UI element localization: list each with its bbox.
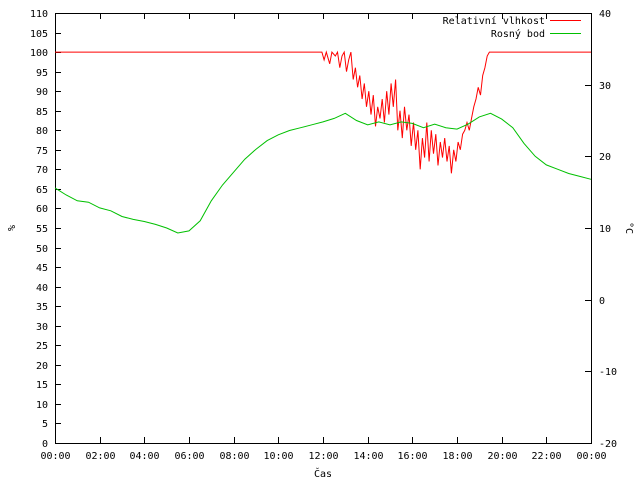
y-left-tick-label: 75 — [36, 146, 48, 157]
x-tick-label: 22:00 — [531, 451, 561, 462]
y-left-tick-label: 30 — [36, 322, 48, 333]
y-left-axis-label: % — [7, 225, 18, 231]
legend-label-relative-humidity: Relativní vlhkost — [443, 15, 545, 27]
x-tick-label: 08:00 — [219, 451, 249, 462]
y-left-tick-label: 40 — [36, 283, 48, 294]
y-right-tick-label: 20 — [599, 152, 611, 163]
y-left-tick-label: 95 — [36, 68, 48, 79]
y-right-tick-label: -10 — [599, 367, 617, 378]
series-line-relative-humidity — [55, 50, 591, 174]
y-right-tick-label: 10 — [599, 224, 611, 235]
y-left-tick-label: 0 — [42, 439, 48, 450]
y-right-tick-label: -20 — [599, 439, 617, 450]
x-tick-label: 20:00 — [487, 451, 517, 462]
y-left-tick-label: 35 — [36, 302, 48, 313]
x-tick-label: 16:00 — [397, 451, 427, 462]
x-tick-label: 00:00 — [576, 451, 606, 462]
y-left-tick-label: 105 — [30, 29, 48, 40]
y-right-tick-label: 40 — [599, 9, 611, 20]
x-tick-label: 00:00 — [40, 451, 70, 462]
y-left-tick-label: 55 — [36, 224, 48, 235]
y-left-tick-labels: 0 5 10 15 20 25 30 35 40 45 50 55 60 65 70 75 80 85 90 95 10… — [30, 9, 48, 450]
x-tick-label: 12:00 — [308, 451, 338, 462]
x-tick-labels: 00:00 02:00 04:00 06:00 08:00 10:00 12:00 14:00… — [40, 451, 606, 462]
y-left-tick-label: 65 — [36, 185, 48, 196]
y-left-tick-label: 25 — [36, 341, 48, 352]
plot-frame — [55, 13, 592, 444]
y-right-tick-label: 0 — [599, 296, 605, 307]
x-tick-label: 10:00 — [263, 451, 293, 462]
legend-label-dew-point: Rosný bod — [491, 28, 545, 40]
y-left-tick-label: 10 — [36, 400, 48, 411]
x-tick-label: 02:00 — [85, 451, 115, 462]
y-left-tick-label: 45 — [36, 263, 48, 274]
y-right-tick-label: 30 — [599, 81, 611, 92]
y-left-tick-label: 50 — [36, 244, 48, 255]
series-line-dew-point — [54, 112, 592, 234]
y-left-tick-label: 70 — [36, 165, 48, 176]
x-tick-label: 18:00 — [442, 451, 472, 462]
y-right-tick-labels: -20 -10 0 10 20 30 40 — [599, 9, 617, 450]
x-tick-label: 04:00 — [129, 451, 159, 462]
legend: Relativní vlhkost Rosný bod — [443, 15, 581, 40]
series-lines — [54, 50, 592, 234]
y-left-tick-label: 80 — [36, 126, 48, 137]
y-left-tick-label: 60 — [36, 204, 48, 215]
y-left-tick-label: 20 — [36, 361, 48, 372]
x-tick-label: 14:00 — [353, 451, 383, 462]
x-axis-label: Čas — [314, 467, 332, 480]
y-left-tick-label: 110 — [30, 9, 48, 20]
y-right-axis-label: °C — [623, 222, 634, 234]
x-tick-label: 06:00 — [174, 451, 204, 462]
y-left-tick-label: 5 — [42, 419, 48, 430]
axis-ticks — [55, 13, 592, 444]
y-left-tick-label: 15 — [36, 380, 48, 391]
y-left-tick-label: 85 — [36, 107, 48, 118]
y-left-tick-label: 90 — [36, 87, 48, 98]
y-left-tick-label: 100 — [30, 48, 48, 59]
